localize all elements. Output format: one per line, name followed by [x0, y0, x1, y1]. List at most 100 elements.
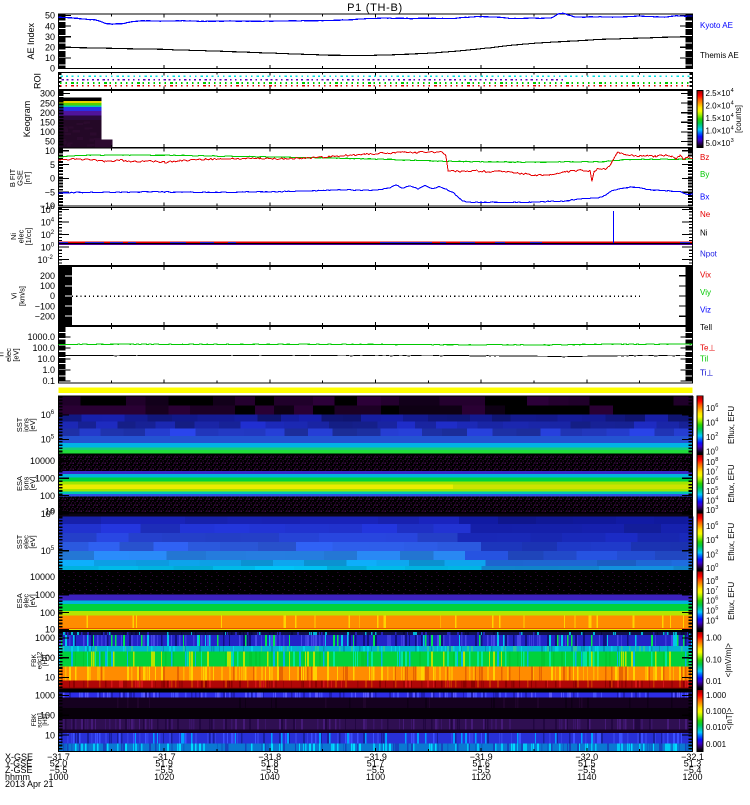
svg-text:10: 10 — [41, 546, 51, 556]
svg-text:1120: 1120 — [472, 772, 491, 782]
svg-text:10: 10 — [37, 255, 47, 265]
svg-text:Vi: Vi — [10, 292, 19, 299]
svg-text:B FIT: B FIT — [8, 168, 17, 187]
svg-text:Ni: Ni — [700, 229, 708, 238]
svg-text:2013 Apr 21: 2013 Apr 21 — [5, 779, 54, 789]
svg-text:10: 10 — [706, 617, 715, 626]
svg-text:GSE: GSE — [16, 170, 25, 186]
svg-text:Keogram: Keogram — [22, 101, 32, 138]
svg-text:4: 4 — [731, 100, 734, 106]
svg-text:−31.7: −31.7 — [153, 752, 176, 762]
svg-text:−5.5: −5.5 — [578, 765, 596, 775]
svg-text:150: 150 — [40, 118, 55, 128]
svg-text:0.1: 0.1 — [42, 376, 55, 386]
svg-text:Eflux, EFU: Eflux, EFU — [727, 464, 736, 502]
svg-text:3: 3 — [715, 505, 718, 511]
svg-text:1200: 1200 — [682, 772, 702, 782]
svg-text:10: 10 — [706, 448, 715, 457]
svg-text:elec: elec — [22, 594, 31, 608]
svg-text:6: 6 — [715, 596, 718, 602]
svg-text:40: 40 — [45, 21, 55, 31]
svg-text:Eflux, EFU: Eflux, EFU — [727, 406, 736, 444]
svg-text:[eV]: [eV] — [12, 348, 21, 361]
svg-text:10: 10 — [706, 496, 715, 505]
svg-text:51.6: 51.6 — [472, 759, 490, 769]
svg-text:−31.9: −31.9 — [364, 752, 387, 762]
svg-text:51.9: 51.9 — [155, 759, 173, 769]
svg-text:−31.9: −31.9 — [470, 752, 493, 762]
svg-text:[eV]: [eV] — [28, 535, 37, 548]
svg-text:elec: elec — [17, 229, 26, 243]
svg-text:10000: 10000 — [30, 456, 55, 466]
svg-text:elec: elec — [4, 348, 13, 362]
svg-text:−31.8: −31.8 — [258, 752, 281, 762]
svg-text:Tell: Tell — [700, 323, 712, 332]
svg-text:100: 100 — [40, 608, 55, 618]
svg-text:0: 0 — [51, 242, 55, 248]
svg-text:P1 (TH-B): P1 (TH-B) — [347, 2, 403, 14]
svg-text:Eflux, EFU: Eflux, EFU — [727, 581, 736, 619]
svg-text:Vix: Vix — [700, 271, 711, 280]
svg-text:[eV]: [eV] — [28, 477, 37, 490]
svg-text:2: 2 — [715, 432, 718, 438]
svg-text:4: 4 — [715, 418, 718, 424]
svg-text:4: 4 — [715, 535, 718, 541]
svg-text:AE Index: AE Index — [26, 22, 36, 59]
svg-text:−5.5: −5.5 — [367, 765, 385, 775]
svg-text:1.0×10: 1.0×10 — [706, 126, 731, 135]
svg-text:1000: 1000 — [35, 590, 55, 600]
svg-text:ESA: ESA — [15, 476, 24, 491]
svg-text:10: 10 — [41, 217, 51, 227]
svg-text:−10: −10 — [40, 201, 55, 211]
svg-text:Ti⊥: Ti⊥ — [700, 369, 713, 378]
svg-text:6: 6 — [51, 509, 55, 515]
svg-text:[nT]: [nT] — [23, 172, 32, 185]
svg-text:Til: Til — [700, 355, 708, 364]
svg-text:10: 10 — [45, 507, 55, 517]
svg-text:51.7: 51.7 — [367, 759, 385, 769]
svg-text:10: 10 — [706, 404, 715, 413]
svg-text:ROI: ROI — [33, 73, 43, 89]
svg-text:10: 10 — [45, 730, 55, 740]
svg-text:10: 10 — [706, 577, 715, 586]
svg-text:[Hz]: [Hz] — [42, 655, 49, 667]
svg-text:50: 50 — [45, 11, 55, 21]
svg-text:[Hz]: [Hz] — [42, 714, 49, 726]
svg-text:Npot: Npot — [700, 250, 718, 259]
svg-text:300: 300 — [40, 89, 55, 99]
svg-text:0.10: 0.10 — [706, 655, 722, 664]
svg-text:1140: 1140 — [577, 772, 596, 782]
svg-text:8: 8 — [715, 457, 718, 463]
svg-text:7: 7 — [715, 586, 718, 592]
svg-text:1100: 1100 — [366, 772, 385, 782]
svg-text:Ni: Ni — [9, 233, 18, 240]
svg-text:10: 10 — [45, 53, 55, 63]
svg-text:0: 0 — [50, 174, 55, 184]
svg-text:4: 4 — [731, 113, 734, 119]
svg-text:5: 5 — [51, 546, 55, 552]
svg-text:10: 10 — [706, 477, 715, 486]
svg-text:2: 2 — [51, 230, 55, 236]
svg-text:1.00: 1.00 — [706, 634, 722, 643]
svg-text:100: 100 — [40, 281, 55, 291]
svg-text:20: 20 — [45, 43, 55, 53]
svg-text:0.010: 0.010 — [706, 723, 727, 732]
svg-text:10000: 10000 — [30, 572, 55, 582]
svg-text:−32.1: −32.1 — [681, 752, 704, 762]
svg-text:6: 6 — [51, 410, 55, 416]
svg-text:10: 10 — [41, 509, 51, 519]
svg-text:0: 0 — [715, 563, 718, 569]
svg-text:[1/cc]: [1/cc] — [24, 228, 33, 246]
svg-text:51.8: 51.8 — [261, 759, 279, 769]
svg-text:3: 3 — [731, 138, 734, 144]
svg-text:5: 5 — [715, 606, 718, 612]
svg-text:8: 8 — [715, 576, 718, 582]
svg-text:5.0×10: 5.0×10 — [706, 139, 731, 148]
svg-text:Ti: Ti — [0, 352, 6, 358]
svg-text:2.0×10: 2.0×10 — [706, 101, 731, 110]
svg-text:10: 10 — [706, 564, 715, 573]
svg-text:0.100: 0.100 — [706, 707, 727, 716]
svg-text:100: 100 — [40, 127, 55, 137]
svg-text:6: 6 — [715, 521, 718, 527]
svg-text:1000.0: 1000.0 — [27, 332, 55, 342]
